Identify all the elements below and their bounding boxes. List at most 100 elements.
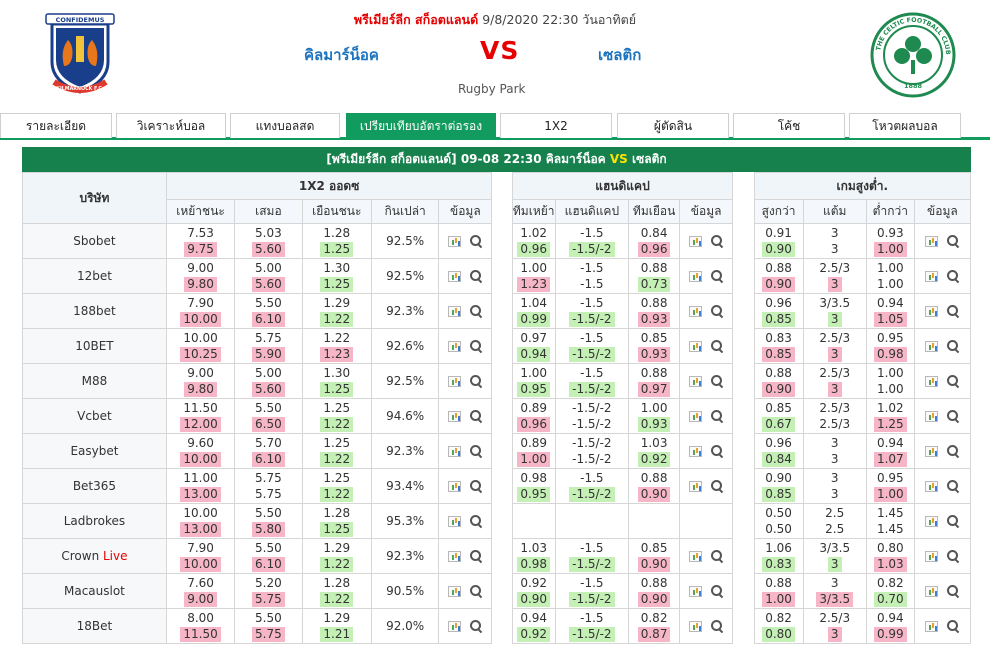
chart-icon[interactable] (447, 585, 461, 597)
company-name[interactable]: 10BET (22, 328, 167, 364)
chart-icon[interactable] (924, 480, 938, 492)
search-icon[interactable] (946, 584, 960, 598)
chart-icon[interactable] (688, 410, 702, 422)
search-icon[interactable] (946, 304, 960, 318)
chart-icon[interactable] (447, 270, 461, 282)
hdp-home-odds-open: 0.92 (513, 575, 555, 591)
chart-icon[interactable] (924, 305, 938, 317)
search-icon[interactable] (946, 374, 960, 388)
chart-icon[interactable] (688, 305, 702, 317)
away-team-name[interactable]: เซลติก (598, 46, 642, 64)
chart-icon[interactable] (688, 235, 702, 247)
chart-icon[interactable] (924, 340, 938, 352)
home-win-odds-current: 9.80 (167, 381, 234, 397)
search-icon[interactable] (710, 619, 724, 633)
chart-icon[interactable] (924, 620, 938, 632)
search-icon[interactable] (469, 339, 483, 353)
search-icon[interactable] (469, 304, 483, 318)
chart-icon[interactable] (688, 585, 702, 597)
tab-coach[interactable]: โค้ช (733, 113, 845, 138)
chart-icon[interactable] (924, 375, 938, 387)
company-name[interactable]: Macauslot (22, 573, 167, 609)
tab-analysis[interactable]: วิเคราะห์บอล (116, 113, 226, 138)
chart-icon[interactable] (447, 515, 461, 527)
hdp-home-odds-open: 0.97 (513, 330, 555, 346)
company-name[interactable]: Sbobet (22, 223, 167, 259)
chart-icon[interactable] (924, 515, 938, 527)
chart-icon[interactable] (924, 270, 938, 282)
search-icon[interactable] (946, 409, 960, 423)
chart-icon[interactable] (924, 235, 938, 247)
company-name[interactable]: 12bet (22, 258, 167, 294)
chart-icon[interactable] (688, 620, 702, 632)
column-gap (491, 573, 513, 609)
draw-odds-open: 5.03 (235, 225, 301, 241)
chart-icon[interactable] (924, 410, 938, 422)
chart-icon[interactable] (447, 375, 461, 387)
search-icon[interactable] (469, 409, 483, 423)
company-name[interactable]: 18Bet (22, 608, 167, 644)
search-icon[interactable] (469, 374, 483, 388)
search-icon[interactable] (710, 584, 724, 598)
company-name[interactable]: Vcbet (22, 398, 167, 434)
search-icon[interactable] (946, 619, 960, 633)
company-name[interactable]: Easybet (22, 433, 167, 469)
chart-icon[interactable] (688, 480, 702, 492)
chart-icon[interactable] (688, 270, 702, 282)
chart-icon[interactable] (924, 585, 938, 597)
chart-icon[interactable] (447, 620, 461, 632)
hdp-home-odds: 0.97 0.94 (511, 328, 556, 364)
tab-details[interactable]: รายละเอียด (0, 113, 112, 138)
search-icon[interactable] (710, 269, 724, 283)
search-icon[interactable] (710, 374, 724, 388)
company-name[interactable]: M88 (22, 363, 167, 399)
tab-vote[interactable]: โหวตผลบอล (849, 113, 961, 138)
chart-icon[interactable] (688, 375, 702, 387)
tab-live-betting[interactable]: แทงบอลสด (230, 113, 340, 138)
search-icon[interactable] (946, 234, 960, 248)
live-badge[interactable]: Live (103, 549, 128, 563)
search-icon[interactable] (946, 444, 960, 458)
chart-icon[interactable] (924, 445, 938, 457)
search-icon[interactable] (469, 514, 483, 528)
chart-icon[interactable] (447, 305, 461, 317)
chart-icon[interactable] (688, 340, 702, 352)
chart-icon[interactable] (447, 445, 461, 457)
search-icon[interactable] (469, 584, 483, 598)
chart-icon[interactable] (447, 410, 461, 422)
search-icon[interactable] (710, 444, 724, 458)
search-icon[interactable] (710, 479, 724, 493)
home-team-name[interactable]: คิลมาร์น็อค (304, 46, 379, 64)
chart-icon[interactable] (688, 445, 702, 457)
search-icon[interactable] (710, 234, 724, 248)
search-icon[interactable] (469, 619, 483, 633)
search-icon[interactable] (946, 269, 960, 283)
company-name[interactable]: Bet365 (22, 468, 167, 504)
chart-icon[interactable] (688, 550, 702, 562)
tab-referee[interactable]: ผู้ตัดสิน (617, 113, 729, 138)
chart-icon[interactable] (447, 340, 461, 352)
company-name[interactable]: 188bet (22, 293, 167, 329)
search-icon[interactable] (710, 339, 724, 353)
search-icon[interactable] (710, 304, 724, 318)
search-icon[interactable] (946, 549, 960, 563)
search-icon[interactable] (946, 479, 960, 493)
search-icon[interactable] (469, 479, 483, 493)
search-icon[interactable] (469, 269, 483, 283)
chart-icon[interactable] (447, 550, 461, 562)
search-icon[interactable] (469, 444, 483, 458)
league-name[interactable]: พรีเมียร์ลีก สก็อตแลนด์ (353, 12, 479, 27)
chart-icon[interactable] (924, 550, 938, 562)
company-name[interactable]: Ladbrokes (22, 503, 167, 539)
company-name[interactable]: Crown Live (22, 538, 167, 574)
search-icon[interactable] (469, 234, 483, 248)
tab-1x2[interactable]: 1X2 (500, 113, 612, 138)
chart-icon[interactable] (447, 235, 461, 247)
search-icon[interactable] (946, 514, 960, 528)
search-icon[interactable] (710, 549, 724, 563)
tab-odds-compare[interactable]: เปรียบเทียบอัตราต่อรอง (346, 113, 496, 140)
search-icon[interactable] (469, 549, 483, 563)
search-icon[interactable] (946, 339, 960, 353)
search-icon[interactable] (710, 409, 724, 423)
chart-icon[interactable] (447, 480, 461, 492)
